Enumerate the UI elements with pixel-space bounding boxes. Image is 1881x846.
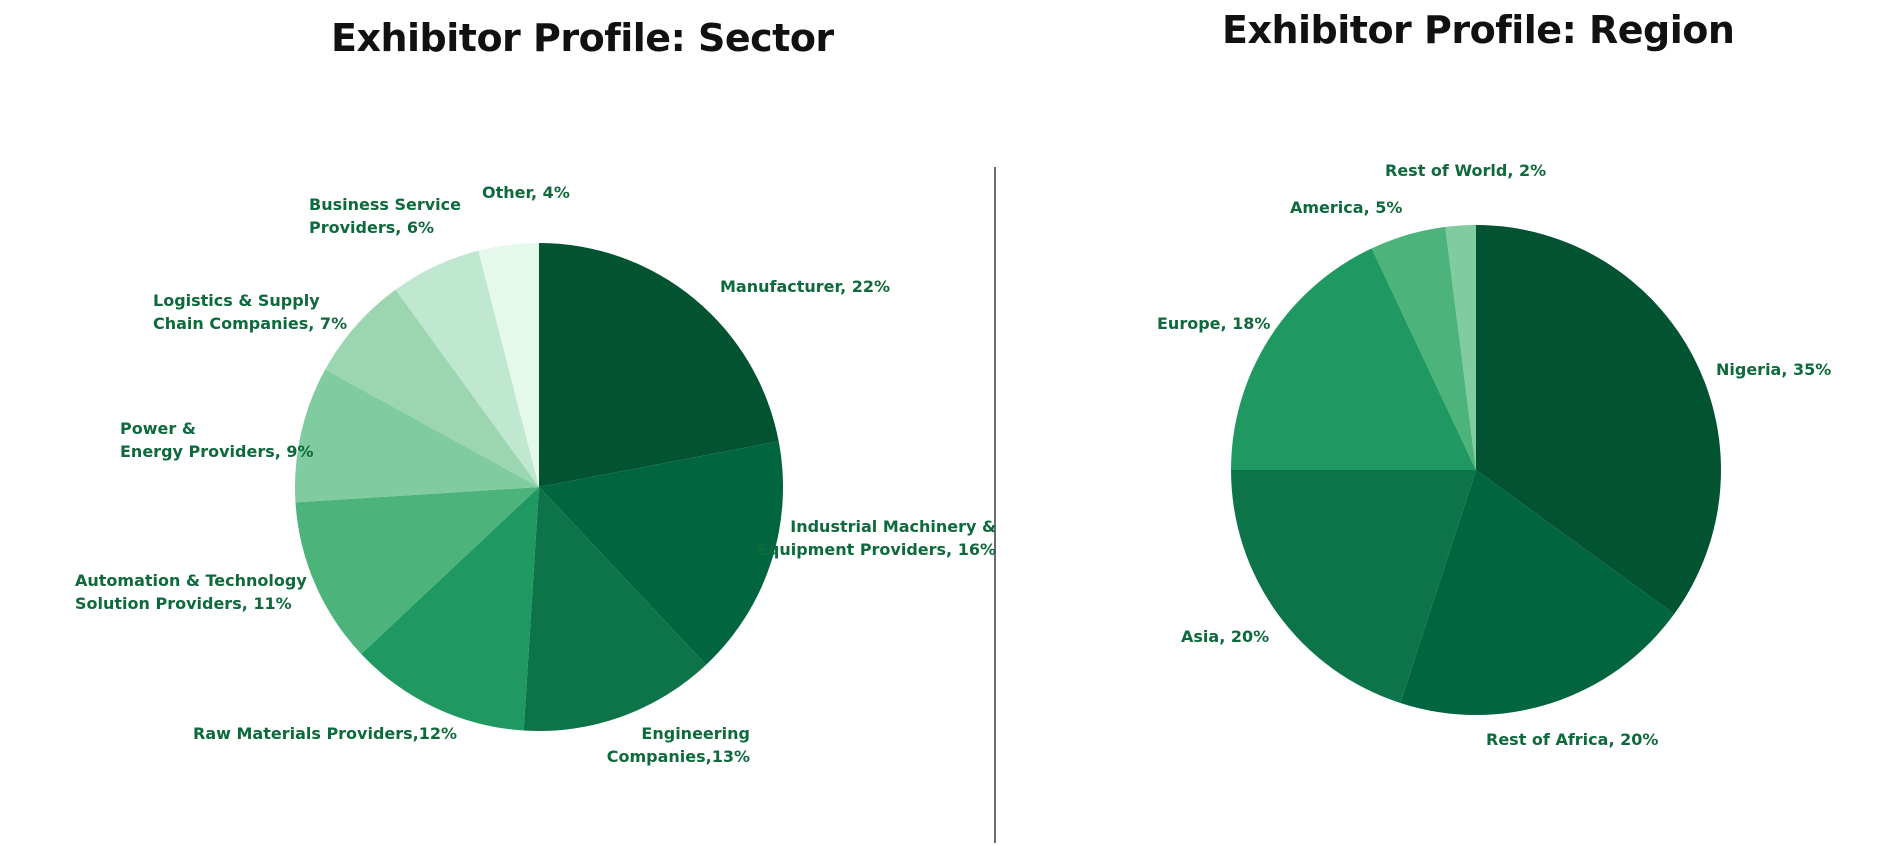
sector-slice-label-line: Energy Providers, 9% [120, 442, 314, 461]
sector-slice-label: Power & Energy Providers, 9% [120, 419, 314, 461]
sector-slice-label-line: Companies,13% [607, 747, 750, 766]
chart-divider [994, 167, 996, 843]
sector-slice-label: Engineering Companies,13% [607, 724, 750, 766]
sector-slice-other [478, 243, 539, 487]
region-slice-label: Asia, 20% [1181, 627, 1269, 646]
sector-slice-label-line: Raw Materials Providers,12% [193, 724, 457, 743]
sector-slice-label: Industrial Machinery & Equipment Provider… [757, 517, 996, 559]
sector-slice-label: Logistics & Supply Chain Companies, 7% [153, 291, 347, 333]
sector-slice-manufacturer [539, 243, 779, 487]
sector-slice-label: Other, 4% [482, 183, 570, 202]
sector-slice-label-line: Equipment Providers, 16% [757, 540, 996, 559]
sector-slice-business-service-providers [395, 250, 539, 487]
sector-slice-label-line: Power & [120, 419, 196, 438]
region-chart-title: Exhibitor Profile: Region [1222, 8, 1735, 52]
sector-slice-label-line: Other, 4% [482, 183, 570, 202]
sector-slice-label-line: Logistics & Supply [153, 291, 320, 310]
region-slice-label-line: Europe, 18% [1157, 314, 1270, 333]
region-slice-label: Rest of Africa, 20% [1486, 730, 1658, 749]
sector-slice-label-line: Automation & Technology [75, 571, 307, 590]
region-slice-label-line: America, 5% [1290, 198, 1402, 217]
region-slice-label-line: Asia, 20% [1181, 627, 1269, 646]
region-slice-label: Nigeria, 35% [1716, 360, 1831, 379]
sector-slice-label-line: Solution Providers, 11% [75, 594, 292, 613]
region-slice-rest-of-world [1445, 225, 1476, 470]
region-slice-asia [1231, 470, 1476, 704]
region-slice-label: America, 5% [1290, 198, 1402, 217]
region-slice-label-line: Nigeria, 35% [1716, 360, 1831, 379]
sector-slice-label-line: Chain Companies, 7% [153, 314, 347, 333]
region-slice-rest-of-africa [1400, 470, 1675, 716]
region-slice-label: Rest of World, 2% [1385, 161, 1546, 180]
sector-slice-label-line: Manufacturer, 22% [720, 277, 890, 296]
sector-slice-label-line: Engineering [641, 724, 750, 743]
region-slice-nigeria [1476, 225, 1722, 615]
sector-slice-label: Business Service Providers, 6% [309, 195, 461, 237]
sector-slice-automation-technology-solution-providers [295, 487, 539, 655]
sector-slice-logistics-supply-chain-companies [325, 289, 539, 487]
sector-slice-engineering-companies [523, 487, 707, 732]
region-slice-europe [1231, 248, 1476, 470]
region-slice-label-line: Rest of World, 2% [1385, 161, 1546, 180]
sector-slice-label: Raw Materials Providers,12% [193, 724, 457, 743]
sector-slice-label-line: Providers, 6% [309, 218, 434, 237]
region-slice-america [1371, 226, 1476, 470]
region-slice-label: Europe, 18% [1157, 314, 1270, 333]
sector-slice-label: Automation & Technology Solution Provider… [75, 571, 307, 613]
sector-slice-label-line: Industrial Machinery & [790, 517, 996, 536]
sector-chart-title: Exhibitor Profile: Sector [331, 16, 834, 60]
region-slice-label-line: Rest of Africa, 20% [1486, 730, 1658, 749]
sector-slice-label-line: Business Service [309, 195, 461, 214]
sector-slice-power-energy-providers [294, 369, 539, 503]
sector-slice-label: Manufacturer, 22% [720, 277, 890, 296]
sector-slice-industrial-machinery-equipment-providers [539, 441, 784, 665]
sector-slice-raw-materials-providers [361, 487, 539, 731]
